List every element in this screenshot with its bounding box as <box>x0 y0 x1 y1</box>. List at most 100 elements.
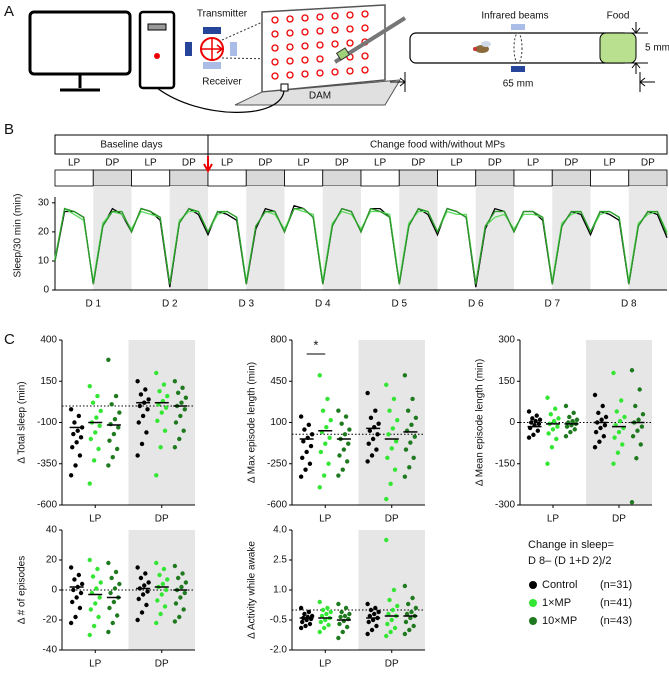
data-point <box>183 580 189 585</box>
legend-title: D 8– (D 1+D 2)/2 <box>528 555 611 567</box>
data-point <box>366 619 371 625</box>
dark-shade <box>552 186 591 290</box>
data-point <box>181 607 186 612</box>
period-label: LP <box>68 158 81 169</box>
day-label: D 4 <box>315 299 331 310</box>
data-point <box>412 434 417 439</box>
data-point <box>339 609 344 615</box>
panel-label: C <box>4 331 15 348</box>
data-point <box>87 481 92 486</box>
data-point <box>376 609 381 615</box>
data-point <box>365 390 370 396</box>
y-tick-label: -600 <box>37 500 57 511</box>
data-point <box>116 425 121 430</box>
data-point <box>155 598 160 603</box>
y-tick-label: 150 <box>498 376 515 387</box>
data-point <box>387 597 392 603</box>
data-point <box>369 627 375 633</box>
period-label: DP <box>105 158 119 169</box>
period-box <box>54 169 94 187</box>
data-point <box>403 447 409 452</box>
data-point <box>324 425 329 430</box>
y-tick-label: 800 <box>270 335 287 346</box>
data-point <box>556 416 561 421</box>
data-point <box>181 428 186 433</box>
data-point <box>619 398 624 403</box>
x-tick-label: LP <box>319 659 332 670</box>
data-point <box>309 432 315 437</box>
data-point <box>402 474 408 479</box>
data-point <box>598 425 603 431</box>
y-tick-label: 300 <box>498 335 515 346</box>
power-light <box>154 53 160 59</box>
data-point <box>385 455 390 461</box>
data-point <box>405 408 411 413</box>
emitter <box>185 42 192 56</box>
legend-count: (n=43) <box>600 615 632 627</box>
data-point <box>546 431 551 436</box>
data-point <box>87 384 92 389</box>
data-point <box>537 417 543 422</box>
fly-wing <box>481 41 491 47</box>
data-point <box>630 434 636 439</box>
y-tick-label: -0.5 <box>270 615 288 626</box>
data-point <box>154 370 159 376</box>
data-point <box>79 581 85 587</box>
data-point <box>317 373 322 378</box>
data-point <box>391 587 397 593</box>
data-point <box>154 620 159 626</box>
data-point <box>114 613 120 618</box>
y-tick-label: -100 <box>37 417 57 428</box>
data-point <box>336 601 341 607</box>
y-tick-label: -300 <box>495 500 515 511</box>
x-tick-label: DP <box>612 514 626 525</box>
data-point <box>407 465 412 470</box>
data-point <box>336 408 341 413</box>
data-point <box>409 609 414 615</box>
data-point <box>596 410 601 416</box>
data-point <box>368 607 374 613</box>
data-point <box>139 441 145 447</box>
data-point <box>172 619 178 624</box>
data-point <box>165 393 170 399</box>
data-point <box>159 410 164 415</box>
period-box <box>322 169 362 187</box>
dark-shade <box>475 186 514 290</box>
data-point <box>319 613 325 619</box>
data-point <box>531 432 536 438</box>
data-point <box>72 420 77 425</box>
data-point <box>410 595 415 601</box>
switch-arrow <box>203 156 213 174</box>
data-point <box>300 619 305 625</box>
data-point <box>136 420 141 425</box>
label: Infrared beams <box>481 11 548 22</box>
data-point <box>376 421 381 426</box>
data-point <box>636 417 641 422</box>
data-point <box>175 575 181 581</box>
data-point <box>298 605 304 611</box>
data-point <box>144 602 149 608</box>
data-point <box>182 407 187 412</box>
cable <box>156 87 285 113</box>
data-point <box>592 392 598 398</box>
period-label: LP <box>298 158 311 169</box>
legend-title: Change in sleep= <box>528 539 614 551</box>
data-point <box>600 403 605 409</box>
data-point <box>567 414 572 420</box>
data-point <box>302 427 307 432</box>
data-point <box>342 613 348 619</box>
data-point <box>343 605 349 611</box>
data-point <box>526 409 532 414</box>
data-point <box>374 447 379 452</box>
data-point <box>323 617 328 623</box>
data-point <box>599 417 604 422</box>
data-point <box>611 461 616 466</box>
data-point <box>113 393 119 399</box>
y-tick-label: 1.0 <box>273 585 287 596</box>
computer <box>138 10 176 90</box>
y-axis-label: Δ Max episode length (min) <box>247 362 258 483</box>
data-point <box>90 400 96 405</box>
data-point <box>307 621 313 627</box>
data-point <box>570 418 575 424</box>
